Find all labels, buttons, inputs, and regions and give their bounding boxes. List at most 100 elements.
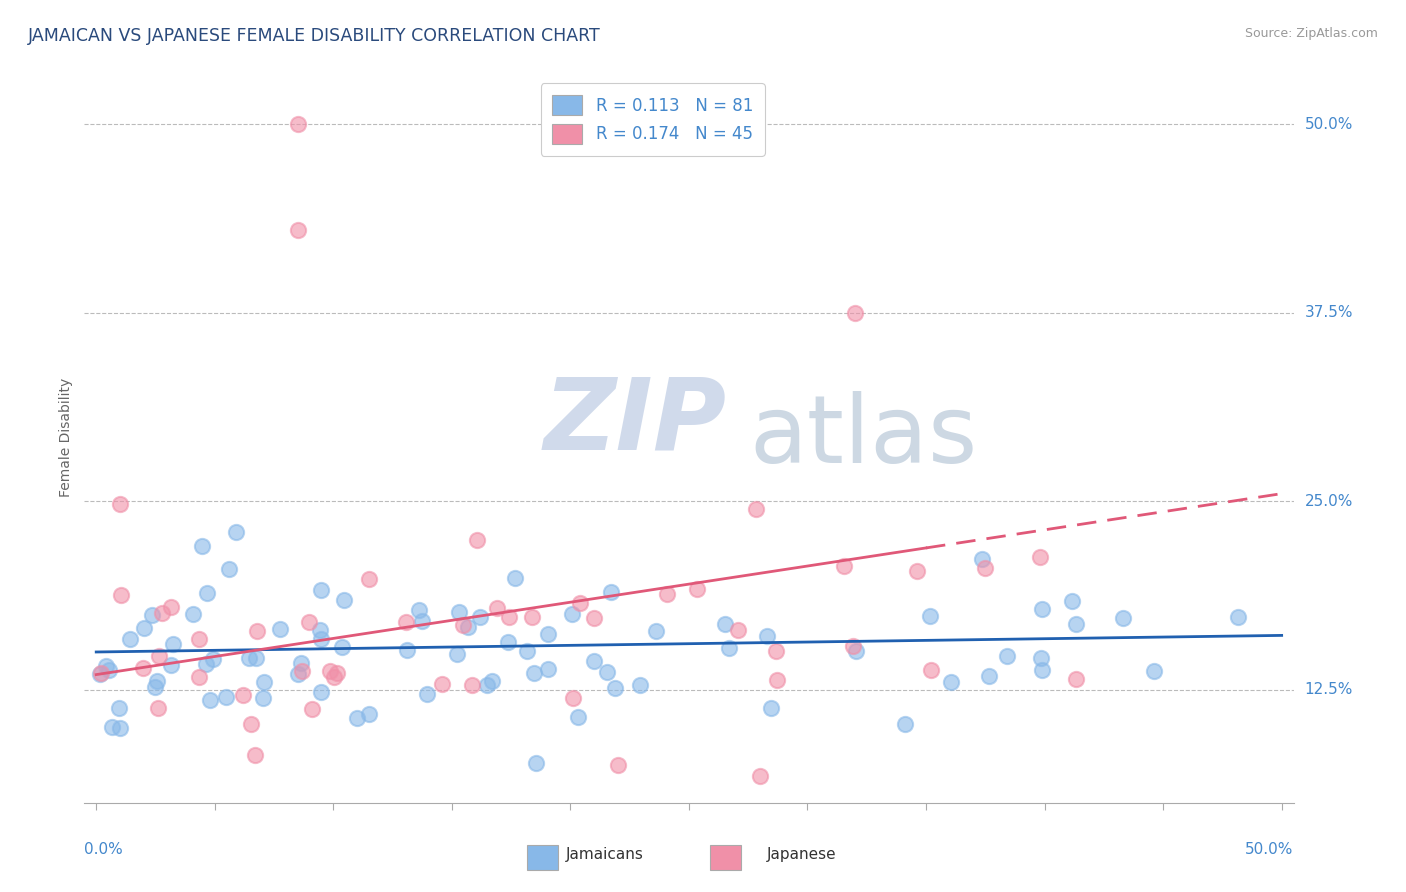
Point xyxy=(1064,617,1087,632)
Point xyxy=(841,639,863,653)
Point xyxy=(727,623,749,637)
Point xyxy=(486,601,509,615)
Point xyxy=(1029,550,1052,565)
Point xyxy=(537,626,560,640)
Point xyxy=(756,629,779,643)
Point xyxy=(148,649,170,664)
Point xyxy=(1031,664,1053,678)
Point xyxy=(561,607,583,621)
Point xyxy=(322,670,344,684)
Point xyxy=(941,674,963,689)
Point xyxy=(187,632,209,646)
Point xyxy=(605,681,627,696)
Point xyxy=(309,623,332,637)
Point xyxy=(657,587,679,601)
Point xyxy=(453,618,475,632)
Point xyxy=(291,664,314,678)
Point xyxy=(160,600,183,615)
Point xyxy=(330,640,353,654)
Point xyxy=(567,710,589,724)
Point xyxy=(287,117,309,131)
Point xyxy=(215,690,238,705)
Point xyxy=(920,609,942,624)
Point xyxy=(195,657,218,671)
Text: JAMAICAN VS JAPANESE FEMALE DISABILITY CORRELATION CHART: JAMAICAN VS JAPANESE FEMALE DISABILITY C… xyxy=(28,27,600,45)
Point xyxy=(118,632,141,647)
Point xyxy=(239,717,262,731)
Point xyxy=(411,615,433,629)
Point xyxy=(749,769,772,783)
Point xyxy=(520,610,543,624)
Point xyxy=(287,223,309,237)
Point xyxy=(713,617,735,632)
Point xyxy=(516,644,538,658)
Text: ZIP: ZIP xyxy=(544,374,727,471)
Text: 37.5%: 37.5% xyxy=(1305,305,1353,320)
Point xyxy=(766,673,789,687)
Point xyxy=(141,607,163,622)
Point xyxy=(333,593,356,607)
Point xyxy=(395,642,418,657)
Point xyxy=(346,710,368,724)
Point xyxy=(600,584,623,599)
Point xyxy=(132,661,155,675)
Point xyxy=(143,680,166,694)
Point xyxy=(359,572,381,586)
Point xyxy=(301,702,323,716)
Point xyxy=(146,674,169,689)
Point xyxy=(309,632,332,647)
Point xyxy=(979,669,1001,683)
Point xyxy=(90,665,112,680)
Point xyxy=(496,635,519,649)
Point xyxy=(475,678,498,692)
Point xyxy=(98,663,121,677)
Text: 12.5%: 12.5% xyxy=(1305,682,1353,698)
Point xyxy=(252,690,274,705)
Point xyxy=(606,758,628,772)
Point xyxy=(457,620,479,634)
Text: 25.0%: 25.0% xyxy=(1305,493,1353,508)
Point xyxy=(894,717,917,731)
Text: atlas: atlas xyxy=(749,391,977,483)
Point xyxy=(110,589,132,603)
Point xyxy=(150,607,173,621)
Point xyxy=(1143,664,1166,678)
Point xyxy=(845,644,868,658)
Point xyxy=(569,596,592,610)
Point xyxy=(503,571,526,585)
Text: Jamaicans: Jamaicans xyxy=(565,847,644,862)
Point xyxy=(101,720,124,734)
Point xyxy=(200,693,222,707)
Point xyxy=(970,552,993,566)
Point xyxy=(416,687,439,701)
Point xyxy=(232,689,254,703)
Text: 50.0%: 50.0% xyxy=(1305,117,1353,132)
Point xyxy=(108,497,131,511)
Point xyxy=(1062,593,1084,607)
Point xyxy=(107,701,129,715)
Point xyxy=(1031,602,1053,616)
Point xyxy=(1064,672,1087,686)
Point xyxy=(582,654,605,668)
Point xyxy=(745,502,768,516)
Point xyxy=(252,674,274,689)
Point xyxy=(89,666,111,681)
Point xyxy=(246,624,269,638)
Point xyxy=(319,664,342,678)
Point xyxy=(461,678,484,692)
Point xyxy=(238,651,260,665)
Point xyxy=(765,644,787,658)
Point xyxy=(1031,650,1053,665)
Point xyxy=(298,615,321,629)
Point xyxy=(759,701,782,715)
Point xyxy=(146,701,169,715)
Y-axis label: Female Disability: Female Disability xyxy=(59,377,73,497)
Point xyxy=(644,624,666,639)
Point xyxy=(326,665,349,680)
Point xyxy=(465,533,488,548)
Text: Japanese: Japanese xyxy=(766,847,837,862)
Point xyxy=(162,637,184,651)
Point xyxy=(832,558,855,573)
Point xyxy=(225,524,247,539)
Point xyxy=(395,615,418,629)
